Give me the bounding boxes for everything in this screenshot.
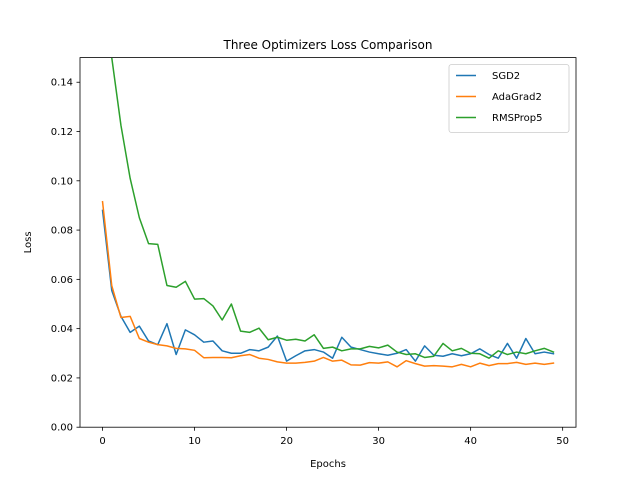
y-tick-label: 0.12 [51,127,73,138]
legend-label-sgd2: SGD2 [492,71,520,82]
y-tick-label: 0.08 [51,226,73,237]
y-tick-label: 0.14 [51,78,73,89]
x-tick-label: 30 [372,436,385,447]
series-line-adagrad2 [101,200,555,368]
axes-layer: 0 10 20 30 40 50 0.00 0.02 0.04 0.06 0.08 0.10 0.12 0… [51,57,577,447]
y-tick-label: 0.04 [51,324,73,335]
y-tick-label: 0.02 [51,373,73,384]
y-axis-label: Loss [23,231,34,253]
plot-frame [79,57,577,428]
legend-box [448,64,570,133]
series-line-sgd2 [101,209,555,362]
x-tick-label: 20 [280,436,293,447]
x-tick-label: 50 [556,436,569,447]
x-tick-label: 10 [188,436,201,447]
legend-label-rmsprop5: RMSProp5 [492,113,543,124]
y-tick-label: 0.06 [51,275,73,286]
y-tick-label: 0.10 [51,176,73,187]
legend-label-adagrad2: AdaGrad2 [492,92,542,103]
y-tick-label: 0.00 [51,423,73,434]
x-tick-label: 40 [464,436,477,447]
series-line-rmsprop5 [110,57,555,359]
series-layer [101,57,555,368]
chart-title: Three Optimizers Loss Comparison [223,38,433,52]
legend: SGD2 AdaGrad2 RMSProp5 [448,64,570,133]
x-tick-label: 0 [99,436,105,447]
x-axis-label: Epochs [310,459,346,470]
